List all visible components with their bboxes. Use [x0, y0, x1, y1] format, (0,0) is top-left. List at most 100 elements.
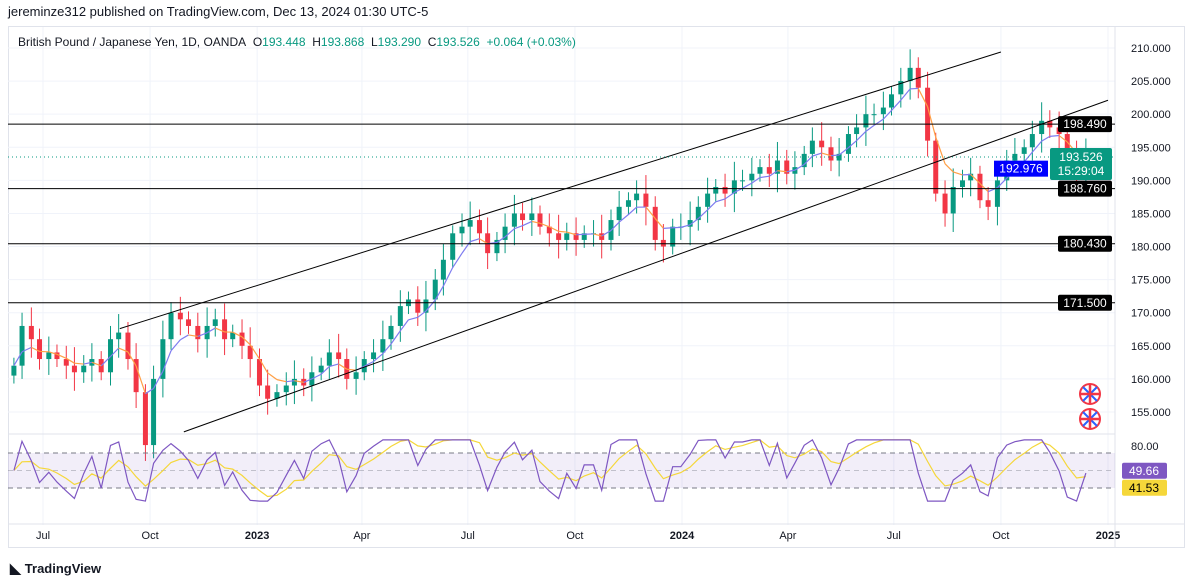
y-tick-label: 180.000	[1131, 242, 1171, 254]
moving-average-segment	[566, 231, 577, 236]
candle-body	[564, 233, 570, 240]
moving-average-segment	[848, 140, 857, 149]
candle-body	[880, 107, 886, 115]
moving-average-segment	[408, 316, 418, 321]
candle-body	[925, 87, 931, 141]
candle-body	[740, 180, 746, 182]
moving-average-segment	[56, 353, 67, 359]
moving-average-segment	[442, 267, 454, 287]
moving-average-segment	[953, 171, 963, 176]
chart-frame	[8, 26, 1185, 548]
candle-body	[133, 359, 139, 393]
moving-average-segment	[654, 218, 664, 229]
candle-body	[239, 332, 245, 346]
candle-body	[907, 67, 913, 82]
candle-body	[397, 306, 403, 326]
moving-average-segment	[170, 339, 181, 352]
moving-average-segment	[258, 358, 269, 374]
moving-average-segment	[145, 388, 154, 395]
candle-body	[556, 233, 562, 240]
moving-average-segment	[768, 170, 778, 177]
candle-body	[380, 339, 386, 353]
candle-body	[151, 378, 157, 446]
level-label: 180.430	[1063, 237, 1107, 251]
candle-body	[757, 167, 763, 174]
candle-body	[625, 200, 631, 207]
tradingview-logo-icon: ◣	[10, 560, 21, 576]
moving-average-segment	[891, 99, 902, 111]
candle-body	[168, 312, 174, 340]
candle-body	[326, 352, 332, 366]
candle-body	[695, 206, 701, 221]
candle-body	[37, 339, 43, 360]
candle-body	[450, 233, 456, 260]
candle-body	[71, 365, 77, 373]
candle-body	[247, 345, 253, 360]
candle-body	[142, 392, 148, 446]
candle-body	[160, 339, 166, 379]
moving-average-segment	[707, 201, 717, 211]
moving-average-segment	[267, 372, 278, 381]
moving-average-segment	[786, 169, 796, 173]
publisher-line: jereminze312 published on TradingView.co…	[8, 4, 429, 19]
candle-body	[749, 173, 755, 181]
candle-body	[283, 385, 289, 393]
candle-body	[467, 220, 473, 227]
candle-body	[809, 140, 815, 154]
uk-flag-cross-icon	[1080, 409, 1100, 429]
candle-body	[212, 319, 218, 326]
moving-average-segment	[118, 347, 129, 353]
moving-average-segment	[601, 229, 612, 237]
tradingview-logo[interactable]: ◣ TradingView	[10, 560, 101, 577]
moving-average-segment	[153, 370, 164, 389]
candle-body	[265, 385, 271, 399]
moving-average-segment	[31, 346, 40, 352]
candle-body	[256, 359, 262, 386]
candle-body	[977, 173, 983, 201]
candle-body	[537, 213, 543, 227]
candle-body	[274, 392, 280, 399]
moving-average-segment	[479, 238, 488, 245]
moving-average-segment	[821, 152, 832, 157]
moving-average-segment	[1031, 140, 1043, 153]
rsi-value-bg	[1122, 462, 1167, 479]
moving-average-segment	[522, 220, 533, 227]
moving-average-segment	[127, 351, 137, 367]
moving-average-segment	[48, 351, 58, 355]
candle-body	[643, 193, 649, 207]
moving-average-segment	[135, 365, 146, 394]
ma-label: 192.976	[999, 162, 1043, 176]
y-tick-label: 175.000	[1131, 275, 1171, 287]
candle-body	[432, 279, 438, 300]
candle-body	[652, 206, 658, 240]
candle-body	[942, 193, 948, 214]
moving-average-segment	[917, 88, 929, 107]
candle-body	[722, 186, 728, 194]
level-label: 188.760	[1063, 182, 1107, 196]
high-label: H	[312, 35, 321, 49]
x-tick-label: Oct	[142, 530, 159, 542]
y-tick-label: 190.000	[1131, 175, 1171, 187]
candle-body	[581, 233, 587, 240]
moving-average-segment	[311, 373, 322, 380]
channel-trend-line	[183, 99, 1109, 433]
moving-average-segment	[610, 221, 620, 231]
moving-average-segment	[329, 363, 339, 368]
x-tick-label: Jul	[887, 530, 901, 542]
candle-body	[520, 213, 526, 221]
candle-body	[336, 352, 342, 360]
candle-body	[994, 180, 1000, 207]
candle-body	[502, 226, 508, 240]
symbol-label: British Pound / Japanese Yen, 1D, OANDA	[18, 35, 247, 49]
ohlc-legend: British Pound / Japanese Yen, 1D, OANDA …	[18, 35, 576, 49]
candle-body	[713, 186, 719, 194]
candle-body	[291, 378, 297, 386]
moving-average-segment	[865, 124, 875, 132]
moving-average-segment	[576, 233, 585, 236]
level-label: 198.490	[1063, 117, 1107, 131]
moving-average-segment	[21, 346, 32, 353]
tradingview-logo-text: TradingView	[24, 561, 102, 576]
moving-average-segment	[697, 209, 709, 219]
x-tick-label: Apr	[779, 530, 796, 542]
